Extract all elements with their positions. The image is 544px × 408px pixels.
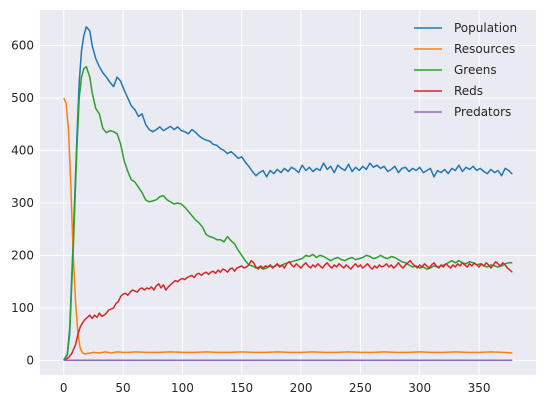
series-line-population [63, 26, 513, 361]
x-axis-ticks: 0 50 100 150 200 250 300 350 [60, 381, 491, 395]
legend-label-resources: Resources [454, 42, 515, 56]
x-tick-label: 250 [349, 381, 372, 395]
series-lines [63, 26, 513, 362]
y-tick-label: 200 [11, 248, 34, 262]
x-tick-label: 350 [468, 381, 491, 395]
x-tick-label: 0 [60, 381, 68, 395]
y-tick-label: 400 [11, 144, 34, 158]
legend-label-predators: Predators [454, 105, 511, 119]
y-tick-label: 500 [11, 91, 34, 105]
legend: Population Resources Greens Reds Predators [414, 21, 517, 119]
x-tick-label: 200 [290, 381, 313, 395]
legend-label-reds: Reds [454, 84, 483, 98]
series-line-resources [63, 97, 513, 355]
x-tick-label: 150 [230, 381, 253, 395]
series-line-reds [63, 259, 513, 361]
legend-label-population: Population [454, 21, 517, 35]
y-tick-label: 0 [26, 353, 34, 367]
y-tick-label: 100 [11, 301, 34, 315]
x-tick-label: 100 [171, 381, 194, 395]
y-tick-label: 600 [11, 39, 34, 53]
y-axis-ticks: 0 100 200 300 400 500 600 [11, 39, 34, 368]
legend-label-greens: Greens [454, 63, 497, 77]
x-tick-label: 50 [115, 381, 130, 395]
x-tick-label: 300 [408, 381, 431, 395]
y-tick-label: 300 [11, 196, 34, 210]
